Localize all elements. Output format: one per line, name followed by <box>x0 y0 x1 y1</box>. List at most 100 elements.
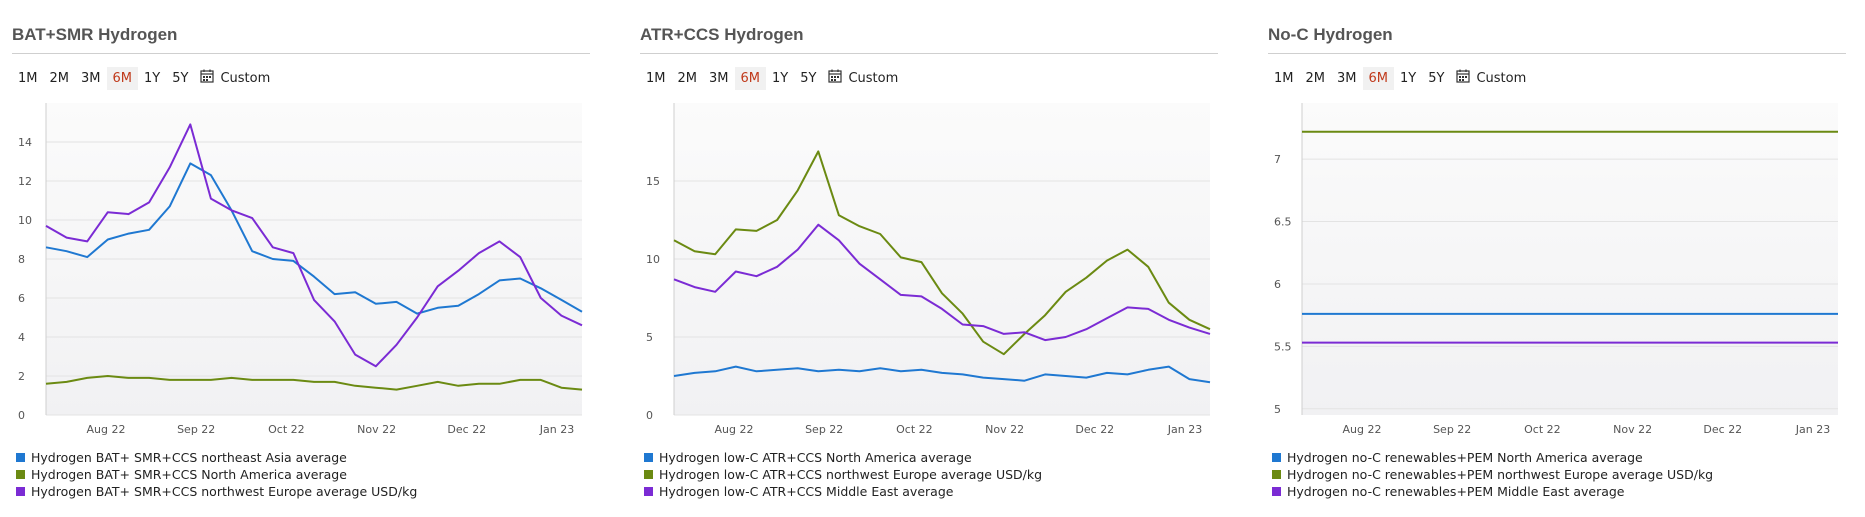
legend-item[interactable]: Hydrogen no-C renewables+PEM Middle East… <box>1272 483 1713 500</box>
range-6m-button[interactable]: 6M <box>106 66 138 90</box>
title-divider <box>12 53 590 54</box>
legend-swatch <box>1272 487 1281 496</box>
calendar-icon <box>828 69 843 88</box>
calendar-icon <box>1456 69 1471 88</box>
range-selector: 1M 2M 3M 6M 1Y 5Y Custom <box>12 64 270 92</box>
y-tick-label: 14 <box>18 136 32 149</box>
legend-item[interactable]: Hydrogen BAT+ SMR+CCS northeast Asia ave… <box>16 449 417 466</box>
y-tick-label: 6.5 <box>1274 216 1292 229</box>
y-tick-label: 10 <box>18 214 32 227</box>
y-tick-label: 6 <box>18 292 25 305</box>
range-6m-button[interactable]: 6M <box>1362 66 1394 90</box>
series-line <box>45 375 583 391</box>
x-tick-label: Aug 22 <box>87 423 126 435</box>
y-tick-label: 5 <box>1274 403 1281 416</box>
x-tick-label: Oct 22 <box>268 423 305 435</box>
range-3m-button[interactable]: 3M <box>709 70 729 86</box>
custom-range-button[interactable]: Custom <box>1456 69 1526 88</box>
x-tick-label: Dec 22 <box>1703 423 1742 435</box>
x-tick-label: Nov 22 <box>357 423 396 435</box>
range-selector: 1M 2M 3M 6M 1Y 5Y Custom <box>1268 64 1526 92</box>
range-5y-button[interactable]: 5Y <box>800 70 817 86</box>
legend-swatch <box>16 453 25 462</box>
legend-label: Hydrogen low-C ATR+CCS Middle East avera… <box>659 484 954 499</box>
x-tick-label: Nov 22 <box>1613 423 1652 435</box>
title-divider <box>1268 53 1846 54</box>
x-tick-label: Sep 22 <box>805 423 843 435</box>
range-2m-button[interactable]: 2M <box>677 70 698 86</box>
y-tick-label: 6 <box>1274 278 1281 291</box>
series-line <box>673 150 1211 356</box>
chart-panel-no-c: No-C Hydrogen 1M 2M 3M 6M 1Y 5Y Custom 5… <box>1256 0 1846 517</box>
range-5y-button[interactable]: 5Y <box>1428 70 1445 86</box>
y-tick-label: 4 <box>18 331 25 344</box>
legend-label: Hydrogen BAT+ SMR+CCS North America aver… <box>31 467 347 482</box>
range-1y-button[interactable]: 1Y <box>1400 70 1417 86</box>
legend-item[interactable]: Hydrogen low-C ATR+CCS northwest Europe … <box>644 466 1042 483</box>
line-chart: 0 5 10 15 Aug 22 Sep 22 Oct 22 Nov 22 Dec 22 Jan … <box>646 103 1211 435</box>
legend-item[interactable]: Hydrogen low-C ATR+CCS North America ave… <box>644 449 1042 466</box>
x-tick-label: Sep 22 <box>1433 423 1471 435</box>
legend-swatch <box>644 470 653 479</box>
custom-range-button[interactable]: Custom <box>200 69 270 88</box>
legend-label: Hydrogen BAT+ SMR+CCS northeast Asia ave… <box>31 450 347 465</box>
range-1m-button[interactable]: 1M <box>18 70 38 86</box>
range-3m-button[interactable]: 3M <box>1337 70 1357 86</box>
legend-label: Hydrogen BAT+ SMR+CCS northwest Europe a… <box>31 484 418 499</box>
custom-range-label: Custom <box>220 70 271 86</box>
x-tick-label: Sep 22 <box>177 423 215 435</box>
legend-swatch <box>644 487 653 496</box>
range-3m-button[interactable]: 3M <box>81 70 101 86</box>
legend-item[interactable]: Hydrogen BAT+ SMR+CCS northwest Europe a… <box>16 483 417 500</box>
chart-title: ATR+CCS Hydrogen <box>640 25 804 44</box>
line-chart: 5 5.5 6 6.5 7 Aug 22 Sep 22 Oct 22 Nov 22 Dec 22 J… <box>1274 103 1838 435</box>
y-tick-label: 0 <box>646 409 653 422</box>
x-tick-label: Jan 23 <box>539 423 574 435</box>
legend-item[interactable]: Hydrogen BAT+ SMR+CCS North America aver… <box>16 466 417 483</box>
y-tick-label: 7 <box>1274 153 1281 166</box>
y-tick-label: 12 <box>18 175 32 188</box>
y-tick-label: 8 <box>18 253 25 266</box>
series-line <box>673 223 1211 342</box>
legend-item[interactable]: Hydrogen no-C renewables+PEM North Ameri… <box>1272 449 1713 466</box>
chart-legend: Hydrogen BAT+ SMR+CCS northeast Asia ave… <box>16 449 417 500</box>
legend-item[interactable]: Hydrogen low-C ATR+CCS Middle East avera… <box>644 483 1042 500</box>
legend-swatch <box>16 487 25 496</box>
legend-label: Hydrogen no-C renewables+PEM North Ameri… <box>1287 450 1643 465</box>
chart-legend: Hydrogen low-C ATR+CCS North America ave… <box>644 449 1042 500</box>
chart-legend: Hydrogen no-C renewables+PEM North Ameri… <box>1272 449 1713 500</box>
y-tick-label: 0 <box>18 409 25 422</box>
x-tick-label: Oct 22 <box>1524 423 1561 435</box>
y-tick-label: 15 <box>646 175 660 188</box>
x-tick-label: Aug 22 <box>715 423 754 435</box>
title-divider <box>640 53 1218 54</box>
range-1y-button[interactable]: 1Y <box>772 70 789 86</box>
range-1y-button[interactable]: 1Y <box>144 70 161 86</box>
range-5y-button[interactable]: 5Y <box>172 70 189 86</box>
plot-area <box>1302 103 1838 415</box>
x-tick-label: Dec 22 <box>447 423 486 435</box>
legend-item[interactable]: Hydrogen no-C renewables+PEM northwest E… <box>1272 466 1713 483</box>
legend-label: Hydrogen no-C renewables+PEM Middle East… <box>1287 484 1625 499</box>
chart-title: BAT+SMR Hydrogen <box>12 25 178 44</box>
range-1m-button[interactable]: 1M <box>1274 70 1294 86</box>
series-line <box>673 365 1211 384</box>
x-tick-label: Dec 22 <box>1075 423 1114 435</box>
legend-swatch <box>16 470 25 479</box>
legend-swatch <box>1272 453 1281 462</box>
custom-range-label: Custom <box>1476 70 1527 86</box>
chart-panel-atr-ccs: ATR+CCS Hydrogen 1M 2M 3M 6M 1Y 5Y Custo… <box>628 0 1218 517</box>
calendar-icon <box>200 69 215 88</box>
range-selector: 1M 2M 3M 6M 1Y 5Y Custom <box>640 64 898 92</box>
range-2m-button[interactable]: 2M <box>49 70 70 86</box>
series-line <box>45 162 583 315</box>
range-6m-button[interactable]: 6M <box>734 66 766 90</box>
range-2m-button[interactable]: 2M <box>1305 70 1326 86</box>
range-1m-button[interactable]: 1M <box>646 70 666 86</box>
y-tick-label: 5 <box>646 331 653 344</box>
chart-panel-bat-smr: BAT+SMR Hydrogen 1M 2M 3M 6M 1Y 5Y Custo… <box>0 0 590 517</box>
x-tick-label: Oct 22 <box>896 423 933 435</box>
x-tick-label: Jan 23 <box>1795 423 1830 435</box>
custom-range-button[interactable]: Custom <box>828 69 898 88</box>
line-chart: 0 2 4 6 8 10 12 14 Aug 22 Sep 22 Oct 22 Nov 22 Dec 2… <box>18 103 583 435</box>
